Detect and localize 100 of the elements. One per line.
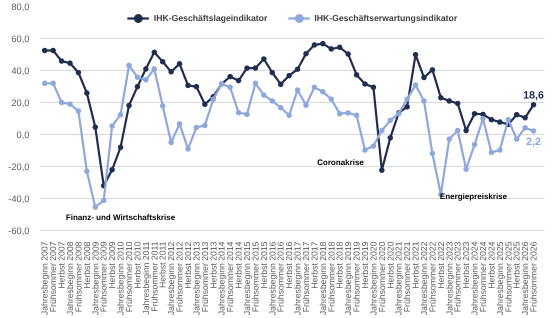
x-tick-label: Herbst 2012 [182,241,193,289]
point [454,128,460,134]
point [404,96,410,102]
point [244,65,250,71]
y-tick-label: 40,0 [11,66,30,76]
point [252,65,258,71]
point [472,142,478,148]
x-tick-label: Jahresbeginn 2017 [292,241,303,316]
y-tick-label: 60,0 [11,34,30,44]
point [92,204,98,210]
point [176,61,182,67]
point [294,66,300,72]
point [404,104,410,110]
x-tick-label: Herbst 2013 [208,241,218,289]
x-tick-label: Herbst 2020 [385,241,396,289]
point [370,143,376,149]
point [286,72,292,78]
x-tick-label: Jahresbeginn 2014 [216,241,227,316]
point [109,123,115,129]
x-tick-label: Jahresbeginn 2019 [343,241,354,316]
point [328,96,334,102]
point [58,100,64,106]
x-tick-label: Herbst 2019 [360,241,370,289]
point [50,48,56,54]
point [345,51,351,57]
point [100,198,106,204]
x-tick-label: Jahresbeginn 2015 [242,241,252,316]
point [412,82,418,88]
point [202,122,208,128]
point [134,84,140,90]
point [438,94,444,100]
point [388,135,394,141]
point [92,124,98,130]
point [152,50,158,56]
x-tick-label: Herbst 2009 [107,241,118,289]
x-tick-label: Herbst 2017 [309,241,320,289]
point [278,82,284,88]
point [84,168,90,174]
point [370,84,376,90]
point [185,146,191,152]
point [362,81,368,87]
x-tick-label: Frühsommer 2009 [98,241,109,312]
point [354,72,360,78]
point [522,125,528,131]
annotation: Coronakrise [317,158,364,167]
y-tick-label: 0,0 [16,130,30,140]
point [412,52,418,58]
point [84,90,90,96]
x-tick-label: Frühsommer 2019 [352,241,362,312]
x-tick-label: Frühsommer 2021 [402,241,412,312]
x-tick-label: Herbst 2023 [461,241,472,289]
point [303,50,309,56]
point [506,116,512,122]
point [530,102,536,108]
point [168,140,174,146]
point [143,66,149,72]
legend-label: IHK-Geschäftserwartungsindikator [314,13,458,23]
point [270,70,276,76]
x-tick-label: Jahresbeginn 2016 [267,241,278,316]
point [194,124,200,130]
point [227,74,233,80]
point [126,62,132,68]
point [42,80,48,86]
point [42,48,48,54]
point [236,78,242,84]
point [118,144,124,150]
y-tick-label: -40,0 [8,194,30,204]
point [430,67,436,73]
point [270,98,276,104]
point [67,60,73,66]
point [472,110,478,116]
x-tick-label: Jahresbeginn 2009 [90,241,100,316]
y-tick-label: 20,0 [11,98,30,108]
point [514,136,520,142]
point [421,74,427,80]
point [336,110,342,116]
point [109,166,115,172]
y-tick-label: 80,0 [11,2,30,12]
point [261,92,267,98]
x-tick-label: Jahresbeginn 2013 [191,241,202,316]
point [294,87,300,93]
x-tick-label: Frühsommer 2012 [174,241,185,312]
point [194,84,200,90]
point [261,56,267,62]
point [58,58,64,64]
point [354,112,360,118]
point [312,84,318,90]
data-label: 18,6 [523,90,544,102]
x-tick-label: Herbst 2022 [436,241,446,289]
x-tick-label: Frühsommer 2016 [276,241,286,312]
x-tick-label: Frühsommer 2007 [48,241,58,312]
x-tick-label: Jahresbeginn 2021 [394,241,404,316]
x-tick-label: Herbst 2014 [234,241,244,289]
point [362,147,368,153]
point [497,147,503,153]
point [286,112,292,118]
x-tick-label: Jahresbeginn 2018 [318,241,328,316]
point [454,100,460,106]
point [430,150,436,156]
point [227,84,233,90]
